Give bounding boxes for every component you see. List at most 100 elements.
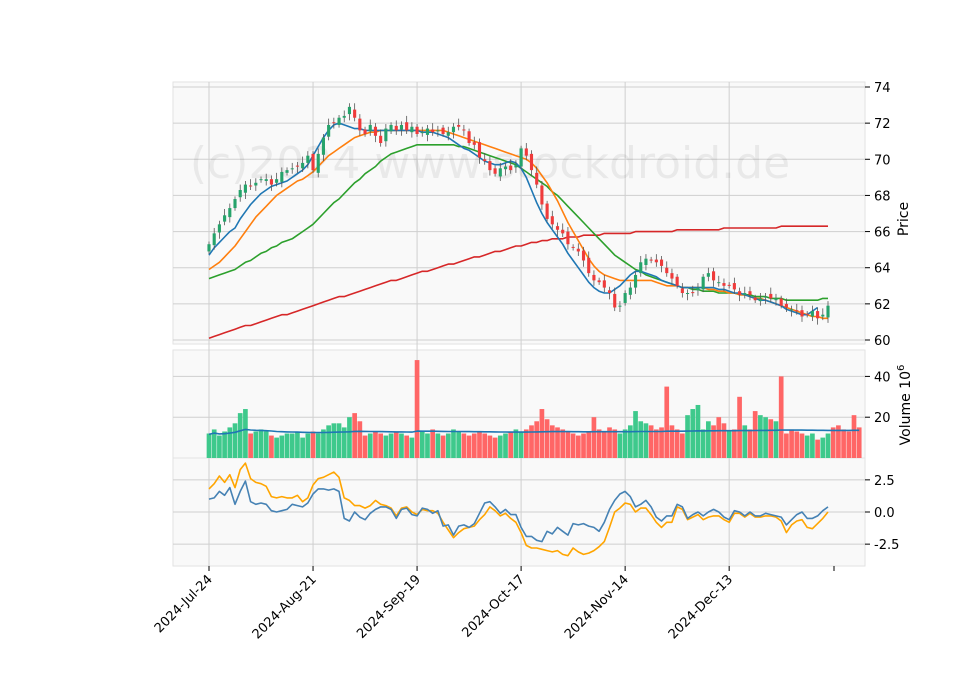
candle-body xyxy=(410,126,414,133)
candle-body xyxy=(332,122,336,124)
candle-body xyxy=(738,291,742,295)
volume-bar xyxy=(836,425,841,458)
oscillator-y-ticks: 2.5 0.0 -2.5 xyxy=(865,474,899,553)
candle-body xyxy=(228,208,232,218)
candle-body xyxy=(420,132,424,134)
candle-body xyxy=(249,185,253,187)
candle-body xyxy=(425,128,430,135)
volume-bar xyxy=(643,423,649,458)
volume-bar xyxy=(565,431,571,458)
candle-body xyxy=(301,162,305,169)
volume-bar xyxy=(711,425,716,458)
volume-bar xyxy=(778,376,784,458)
candle-body xyxy=(654,259,658,263)
candle-body xyxy=(306,155,310,163)
volume-bar xyxy=(456,431,462,458)
candle-body xyxy=(394,125,398,131)
candle-body xyxy=(295,165,299,167)
volume-bar xyxy=(586,431,592,458)
candle-body xyxy=(816,311,820,319)
candle-body xyxy=(472,142,476,145)
candle-body xyxy=(207,244,211,252)
price-tick-label: 74 xyxy=(874,81,891,96)
candle-body xyxy=(764,296,768,298)
candle-body xyxy=(529,153,534,171)
price-axis-label: Price xyxy=(896,202,912,236)
candle-body xyxy=(779,298,783,306)
volume-bar xyxy=(674,429,680,458)
candle-body xyxy=(712,271,716,281)
volume-bar xyxy=(607,427,612,458)
candle-body xyxy=(368,124,372,132)
candle-body xyxy=(498,168,502,177)
candle-body xyxy=(462,129,466,131)
candle-body xyxy=(774,298,778,301)
volume-bar xyxy=(622,429,628,458)
volume-bar xyxy=(529,425,534,458)
candle-body xyxy=(659,259,664,266)
volume-bar xyxy=(430,429,436,458)
volume-bar xyxy=(617,433,623,458)
price-tick-label: 62 xyxy=(874,298,891,313)
candle-body xyxy=(431,129,435,133)
x-tick-label: 2024-Oct-17 xyxy=(459,572,527,640)
volume-bar xyxy=(487,435,493,458)
volume-bar xyxy=(763,417,768,458)
candle-body xyxy=(316,153,320,173)
candle-body xyxy=(436,130,440,132)
candle-body xyxy=(259,179,263,181)
volume-bar xyxy=(664,386,670,458)
candle-body xyxy=(217,224,221,233)
candle-body xyxy=(670,273,674,279)
volume-bar xyxy=(721,423,727,458)
volume-bar xyxy=(633,411,638,458)
price-panel-background xyxy=(172,81,866,345)
volume-bar xyxy=(461,433,467,458)
candle-body xyxy=(639,262,643,274)
candle-body xyxy=(571,246,575,248)
volume-bar xyxy=(315,433,321,458)
volume-bar xyxy=(206,433,212,458)
candle-body xyxy=(732,283,736,290)
volume-bar xyxy=(627,425,633,458)
candle-body xyxy=(607,290,612,294)
x-tick-label: 2024-Sep-19 xyxy=(354,572,424,642)
volume-bar xyxy=(419,431,425,458)
candle-body xyxy=(233,199,237,209)
oscillator-orange-line xyxy=(208,462,829,557)
volume-bar xyxy=(289,433,295,458)
candle-body xyxy=(566,231,570,245)
volume-bar xyxy=(659,427,664,458)
candle-body xyxy=(706,273,710,277)
volume-bar xyxy=(804,435,810,458)
candle-body xyxy=(503,166,508,170)
volume-bar xyxy=(726,431,732,458)
candle-body xyxy=(795,310,799,312)
volume-bar xyxy=(648,425,654,458)
candle-body xyxy=(717,282,721,284)
volume-bar xyxy=(560,429,566,458)
volume-tick-label: 40 xyxy=(874,370,891,385)
volume-bar xyxy=(243,409,248,458)
volume-bar xyxy=(773,421,779,458)
candle-body xyxy=(358,118,362,131)
volume-bar xyxy=(856,427,862,458)
volume-bar xyxy=(471,433,477,458)
candlesticks xyxy=(207,103,830,325)
candle-body xyxy=(264,179,268,181)
volume-bar xyxy=(497,435,503,458)
volume-bar xyxy=(523,429,529,458)
volume-bar xyxy=(217,435,222,458)
price-tick-label: 66 xyxy=(874,226,891,241)
price-tick-label: 68 xyxy=(874,189,891,204)
volume-bar xyxy=(331,423,337,458)
volume-bar xyxy=(383,435,389,458)
candle-body xyxy=(545,203,549,219)
volume-bar xyxy=(815,439,820,458)
volume-bar xyxy=(690,409,696,458)
candle-body xyxy=(675,276,679,286)
x-tick-label: 2024-Nov-14 xyxy=(562,572,632,642)
candle-body xyxy=(238,190,242,198)
candle-body xyxy=(602,280,606,288)
candle-body xyxy=(363,129,367,134)
